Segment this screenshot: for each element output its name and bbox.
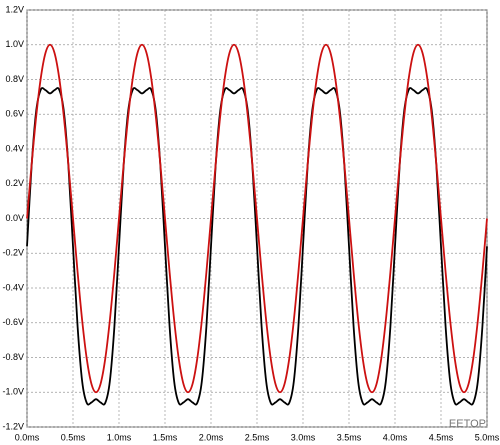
traces — [26, 43, 488, 406]
y-tick-label: -0.2V — [2, 248, 24, 258]
x-tick-label: 3.5ms — [337, 432, 362, 442]
y-tick-label: 1.0V — [5, 39, 24, 49]
x-tick-label: 1.0ms — [107, 432, 132, 442]
y-tick-label: 0.4V — [5, 143, 24, 153]
y-tick-label: 0.8V — [5, 74, 24, 84]
x-tick-label: 0.5ms — [61, 432, 86, 442]
x-tick-label: 4.5ms — [429, 432, 454, 442]
x-tick-label: 4.0ms — [383, 432, 408, 442]
x-tick-label: 3.0ms — [291, 432, 316, 442]
y-tick-label: -1.2V — [2, 421, 24, 431]
trace — [26, 43, 488, 394]
y-tick-label: -0.6V — [2, 317, 24, 327]
y-tick-label: 0.6V — [5, 109, 24, 119]
y-tick-label: -0.8V — [2, 352, 24, 362]
y-tick-label: -0.4V — [2, 282, 24, 292]
watermark: EETOP — [449, 418, 486, 430]
x-tick-label: 0.0ms — [15, 432, 40, 442]
y-tick-label: 0.0V — [5, 213, 24, 223]
trace — [26, 87, 488, 406]
y-tick-label: 0.2V — [5, 178, 24, 188]
y-tick-label: 1.2V — [5, 4, 24, 14]
x-tick-label: 2.0ms — [199, 432, 224, 442]
x-tick-label: 5.0ms — [475, 432, 500, 442]
x-tick-label: 1.5ms — [153, 432, 178, 442]
x-tick-label: 2.5ms — [245, 432, 270, 442]
y-tick-label: -1.0V — [2, 387, 24, 397]
